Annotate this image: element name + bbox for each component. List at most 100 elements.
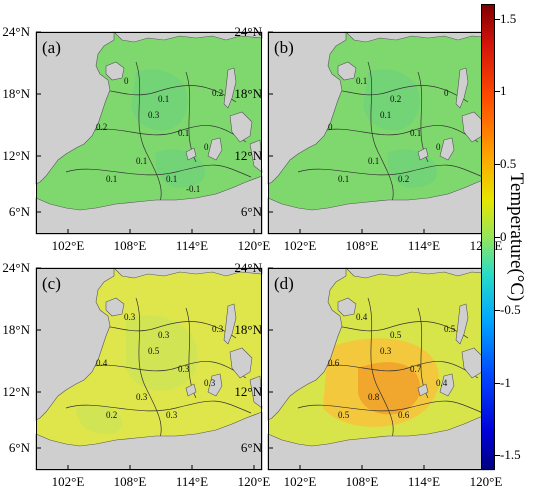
map-c: 0.3 0.3 0.4 0.3 0.3 0.3 0.2 0.3 0.5 0.3 xyxy=(35,267,263,471)
panel-d: 0.4 0.5 0.6 0.7 0.8 0.4 0.5 0.6 0.3 0.5 (d) 24°N 1… xyxy=(234,260,502,489)
lon-tick-label: 120°E xyxy=(237,474,271,489)
contour-label: 0.4 xyxy=(436,378,448,388)
lon-tick-label: 108°E xyxy=(345,474,379,489)
colorbar-tick-label: 1 xyxy=(500,83,507,99)
contour-line xyxy=(85,361,247,379)
colorbar-tick-label: -0.5 xyxy=(500,301,521,317)
contour-line xyxy=(85,125,247,143)
island xyxy=(105,61,125,81)
island xyxy=(223,303,237,345)
contour-label: 0.2 xyxy=(106,410,117,420)
contour-label: 0.3 xyxy=(158,330,170,340)
colorbar-tick xyxy=(495,455,500,457)
contour-line xyxy=(317,361,479,379)
colorbar-tick-label: -1.5 xyxy=(500,447,521,463)
map-a: 0 0.1 0.2 0.1 0.1 0 0.1 0.1 0.3 0.2 -0.1 xyxy=(35,31,263,235)
lat-tick-label: 24°N xyxy=(2,260,30,275)
contour-label: 0 xyxy=(436,142,441,152)
landmass xyxy=(267,31,347,185)
lat-tick-label: 6°N xyxy=(240,440,262,455)
lat-tick-label: 6°N xyxy=(240,204,262,219)
contour-label: 0.1 xyxy=(368,156,379,166)
contour-label: 0.5 xyxy=(148,346,160,356)
lat-tick-label: 12°N xyxy=(2,384,30,399)
lat-tick-label: 12°N xyxy=(234,148,262,163)
panel-label: (b) xyxy=(274,38,294,57)
lat-tick-label: 18°N xyxy=(234,86,262,101)
contour-line xyxy=(367,61,394,213)
colorbar-title: Temperature(°C) xyxy=(506,172,527,302)
map-frame xyxy=(36,268,262,470)
contour-label: 0.1 xyxy=(166,174,177,184)
landmass xyxy=(267,267,347,421)
panel-c: 0.3 0.3 0.4 0.3 0.3 0.3 0.2 0.3 0.5 0.3 (c) 24°N 1… xyxy=(2,260,270,489)
lon-tick-label: 102°E xyxy=(51,238,85,253)
panel-b: 0.1 0.2 0 0.1 0.1 0 0.1 0.2 0.1 0 (b) 24°N 18°N 12°… xyxy=(234,24,502,253)
colorbar-tick-label: 0.5 xyxy=(500,156,517,172)
contour-label: 0.1 xyxy=(106,174,117,184)
lon-tick-label: 114°E xyxy=(175,474,209,489)
anomaly-patch xyxy=(363,69,420,131)
anomaly-patch xyxy=(155,149,205,188)
contour-label: 0.2 xyxy=(212,88,223,98)
island xyxy=(337,297,357,317)
island xyxy=(229,111,253,143)
island xyxy=(223,67,237,109)
lat-tick-label: 6°N xyxy=(8,440,30,455)
contour-label: 0.6 xyxy=(328,358,340,368)
island xyxy=(455,67,469,109)
contour-label: 0.1 xyxy=(178,128,189,138)
contour-label: 0.1 xyxy=(410,128,421,138)
island xyxy=(439,137,455,161)
colorbar-tick xyxy=(495,18,500,20)
island xyxy=(417,383,429,397)
contour-label: 0.1 xyxy=(158,94,169,104)
contour-label: 0.3 xyxy=(124,312,136,322)
lat-tick-label: 18°N xyxy=(2,322,30,337)
lon-tick-label: 120°E xyxy=(469,474,503,489)
panel-a: 0 0.1 0.2 0.1 0.1 0 0.1 0.1 0.3 0.2 -0.1 (a) 24°N 1… xyxy=(2,24,270,253)
colorbar-tick xyxy=(495,91,500,93)
contour-line xyxy=(367,297,394,449)
lon-tick-label: 108°E xyxy=(345,238,379,253)
contour-label: 0.3 xyxy=(148,110,160,120)
contour-label: 0.3 xyxy=(204,378,216,388)
lon-tick-label: 108°E xyxy=(113,238,147,253)
contour-label: 0.8 xyxy=(368,392,380,402)
island xyxy=(185,383,197,397)
lat-tick-label: 12°N xyxy=(234,384,262,399)
contour-label: 0.2 xyxy=(390,94,401,104)
contour-label: 0.3 xyxy=(136,392,148,402)
lat-tick-label: 12°N xyxy=(2,148,30,163)
lat-tick-label: 6°N xyxy=(8,204,30,219)
colorbar-tick xyxy=(495,309,500,311)
contour-label: 0 xyxy=(124,76,129,86)
island xyxy=(207,137,223,161)
panel-label: (c) xyxy=(42,274,61,293)
contour-label: 0.5 xyxy=(390,330,402,340)
contour-label: 0.5 xyxy=(444,324,456,334)
anomaly-patch xyxy=(387,149,437,188)
colorbar-tick xyxy=(495,382,500,384)
contour-line xyxy=(65,164,252,178)
colorbar-tick-label: -1 xyxy=(500,374,511,390)
map-frame xyxy=(36,32,262,234)
contour-line xyxy=(297,164,484,178)
lat-tick-label: 24°N xyxy=(234,24,262,39)
contour-label: 0.2 xyxy=(398,174,409,184)
colorbar-tick-label: 1.5 xyxy=(500,10,517,26)
island xyxy=(417,147,429,161)
contour-line xyxy=(297,400,484,414)
contour-label: 0.4 xyxy=(96,358,108,368)
lon-tick-label: 108°E xyxy=(113,474,147,489)
anomaly-patch xyxy=(131,69,188,131)
contour-label: 0.2 xyxy=(96,122,107,132)
island xyxy=(185,147,197,161)
lat-tick-label: 18°N xyxy=(234,322,262,337)
lon-tick-label: 114°E xyxy=(175,238,209,253)
island xyxy=(439,373,455,397)
contour-label: 0 xyxy=(444,88,449,98)
landmass xyxy=(35,267,115,421)
map-d: 0.4 0.5 0.6 0.7 0.8 0.4 0.5 0.6 0.3 0.5 xyxy=(267,267,495,471)
contour-label: 0.3 xyxy=(212,324,224,334)
